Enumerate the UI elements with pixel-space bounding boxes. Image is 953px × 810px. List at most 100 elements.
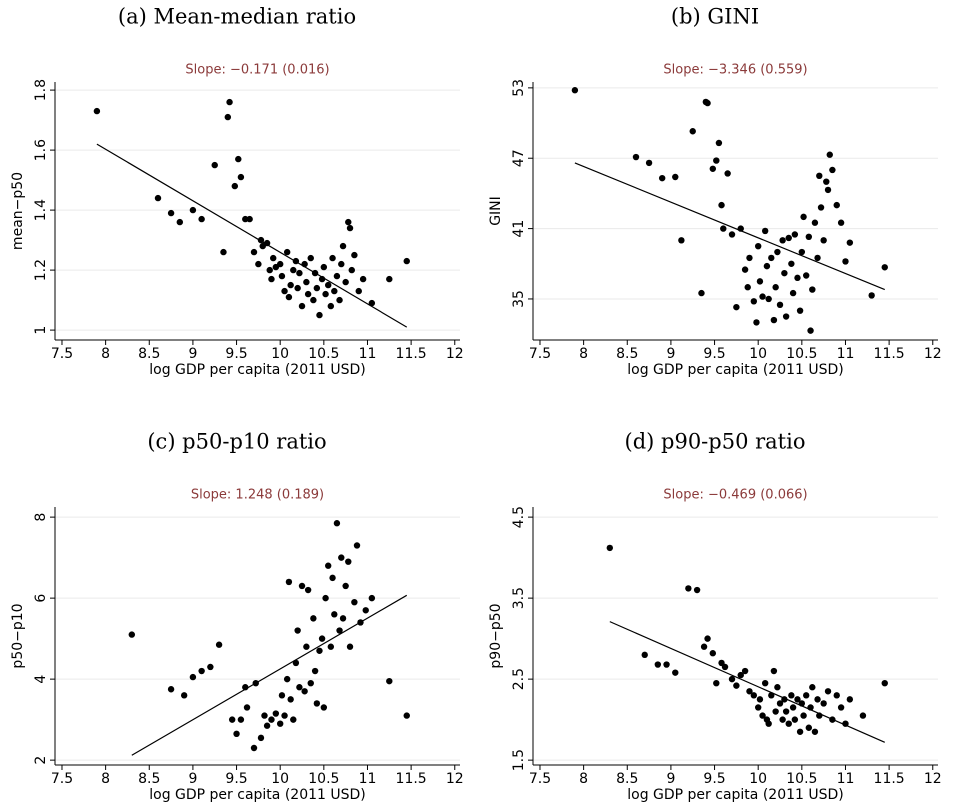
point [287, 281, 294, 289]
x-tick-label: 8 [101, 346, 110, 362]
point [837, 704, 845, 711]
x-tick-label: 8.5 [138, 771, 160, 787]
x-tick-label: 7.5 [51, 771, 73, 787]
point [796, 307, 804, 314]
point [235, 155, 242, 163]
point [807, 327, 814, 334]
point [837, 219, 845, 226]
point [709, 165, 717, 172]
point [805, 233, 813, 240]
y-tick-label: 4 [33, 675, 49, 684]
point [346, 643, 354, 650]
point [772, 708, 779, 715]
point [207, 663, 214, 671]
point [294, 284, 301, 292]
point [785, 234, 792, 242]
point [128, 631, 136, 638]
point [746, 688, 753, 695]
point [816, 172, 823, 180]
point [368, 299, 376, 307]
point [318, 635, 326, 642]
point [782, 313, 790, 320]
point [228, 716, 236, 723]
point [154, 194, 162, 202]
point [270, 254, 277, 262]
panel-title: (d) p90-p50 ratio [625, 430, 806, 454]
point [881, 264, 888, 271]
point [198, 215, 205, 223]
y-tick-label: 4.5 [511, 506, 527, 528]
x-tick-label: 7.5 [51, 346, 73, 362]
y-axis-label: p50−p10 [10, 603, 26, 668]
point [796, 728, 804, 735]
point [820, 700, 827, 707]
point [846, 696, 854, 703]
point [678, 237, 685, 244]
point [281, 287, 288, 295]
point [741, 266, 749, 273]
point [336, 627, 343, 634]
point [276, 720, 284, 727]
point [713, 157, 720, 164]
point [724, 170, 731, 177]
point [744, 284, 751, 291]
point [728, 231, 736, 238]
point [298, 582, 306, 590]
fit-line [609, 621, 885, 743]
point [759, 293, 766, 300]
x-tick-label: 12 [446, 771, 464, 787]
point [774, 684, 781, 691]
point [290, 716, 297, 723]
point [750, 692, 758, 699]
slope-annotation: Slope: −0.171 (0.016) [185, 63, 329, 78]
point [645, 159, 653, 167]
y-tick-label: 1.8 [33, 79, 49, 101]
x-tick-label: 9 [188, 346, 197, 362]
point [741, 667, 749, 675]
x-tick-label: 8 [579, 346, 588, 362]
point [765, 295, 772, 303]
panel-title: (c) p50-p10 ratio [147, 430, 326, 454]
point [233, 730, 240, 738]
x-tick-label: 8.5 [138, 346, 160, 362]
point [311, 667, 319, 675]
point [814, 696, 821, 703]
fit-line [574, 162, 885, 291]
point [728, 675, 736, 683]
x-tick-label: 11 [837, 771, 855, 787]
x-tick-label: 10.5 [786, 346, 817, 362]
point [663, 661, 670, 668]
point [333, 520, 341, 527]
x-tick-label: 11 [359, 771, 377, 787]
point [776, 700, 784, 707]
y-tick-label: 3.5 [511, 587, 527, 609]
x-tick-label: 10 [271, 771, 289, 787]
point [237, 173, 245, 181]
point [294, 627, 301, 634]
point [823, 178, 830, 185]
point [327, 302, 335, 310]
point [355, 287, 362, 295]
point [250, 248, 258, 256]
point [386, 677, 393, 685]
point [754, 242, 762, 250]
point [327, 643, 335, 650]
point [285, 578, 293, 586]
point [803, 692, 810, 699]
y-tick-label: 1.5 [511, 749, 527, 771]
panel-title: (b) GINI [671, 5, 759, 29]
point [255, 260, 262, 268]
fit-line [131, 594, 408, 756]
point [881, 679, 888, 687]
point [263, 722, 271, 729]
point [750, 298, 758, 305]
point [351, 251, 358, 259]
point [322, 290, 329, 298]
point [704, 99, 711, 107]
point [761, 227, 769, 235]
point [791, 716, 799, 723]
point [342, 582, 349, 590]
point [859, 712, 867, 719]
x-tick-label: 10.5 [786, 771, 817, 787]
point [338, 260, 345, 268]
